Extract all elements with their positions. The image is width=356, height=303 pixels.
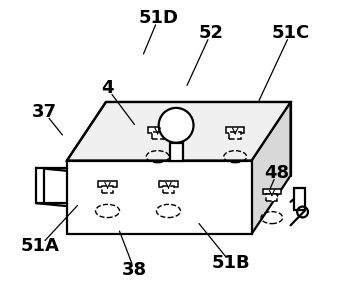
Bar — [36, 168, 44, 203]
Polygon shape — [67, 102, 290, 161]
Bar — [163, 186, 174, 193]
Bar — [229, 132, 241, 139]
Text: 51B: 51B — [211, 254, 250, 271]
Text: 4: 4 — [101, 79, 114, 98]
Bar — [263, 189, 281, 195]
Bar — [148, 127, 167, 132]
Bar — [101, 186, 114, 193]
Bar — [169, 143, 183, 161]
Text: 51C: 51C — [272, 24, 310, 42]
Bar — [98, 181, 117, 187]
Circle shape — [159, 108, 194, 143]
Text: 37: 37 — [32, 103, 57, 122]
Bar — [159, 181, 178, 187]
Bar — [294, 188, 305, 211]
Bar — [67, 161, 252, 234]
Bar — [266, 194, 277, 201]
Polygon shape — [252, 102, 290, 234]
Bar — [226, 127, 244, 132]
Text: 48: 48 — [265, 164, 290, 181]
Bar — [152, 132, 164, 139]
Text: 51D: 51D — [138, 9, 178, 27]
Text: 51A: 51A — [20, 237, 59, 255]
Text: 52: 52 — [199, 24, 224, 42]
Text: 38: 38 — [122, 261, 147, 279]
